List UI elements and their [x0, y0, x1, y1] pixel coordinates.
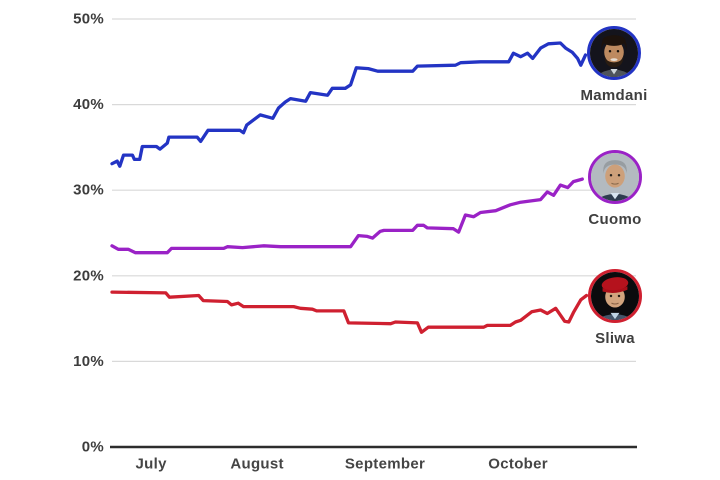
sliwa-face-icon: [591, 272, 639, 320]
y-tick-label-30: 30%: [73, 182, 104, 199]
mamdani-label: Mamdani: [580, 87, 648, 104]
series-line-cuomo: [110, 177, 584, 255]
sliwa-photo: [588, 269, 642, 323]
series-line-sliwa: [110, 290, 589, 334]
legend-cuomo: Cuomo: [565, 150, 665, 228]
y-tick-label-40: 40%: [73, 96, 104, 113]
sliwa-label: Sliwa: [595, 330, 635, 347]
y-tick-label-0: 0%: [82, 439, 104, 456]
x-tick-label-august: August: [230, 456, 283, 473]
x-tick-label-october: October: [488, 456, 548, 473]
mamdani-face-icon: [590, 29, 638, 77]
x-tick-label-september: September: [345, 456, 425, 473]
legend-sliwa: Sliwa: [565, 269, 665, 347]
cuomo-face-icon: [591, 153, 639, 201]
y-tick-label-10: 10%: [73, 353, 104, 370]
y-tick-label-50: 50%: [73, 11, 104, 28]
cuomo-label: Cuomo: [588, 211, 642, 228]
series-line-mamdani: [110, 41, 588, 168]
cuomo-photo: [588, 150, 642, 204]
x-tick-label-july: July: [136, 456, 168, 473]
legend-mamdani: Mamdani: [564, 26, 664, 104]
y-tick-label-20: 20%: [73, 267, 104, 284]
mamdani-photo: [587, 26, 641, 80]
